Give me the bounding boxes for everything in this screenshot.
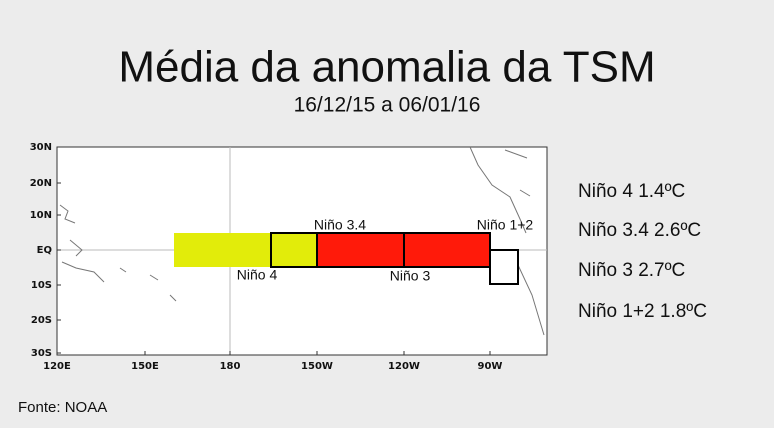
region-label: Niño 3.4	[314, 217, 366, 233]
lat-axis: 30N 20N 10N EQ 10S 20S 30S	[30, 142, 61, 359]
lon-label: 150E	[131, 361, 159, 372]
region-label: Niño 3	[390, 268, 431, 284]
region-label: Niño 1+2	[477, 217, 534, 233]
region-label: Niño 4	[237, 267, 278, 283]
map: Niño 3.4 Niño 1+2 Niño 4 Niño 3 30N 20N 10…	[30, 142, 548, 372]
lon-label: 120W	[388, 361, 420, 372]
lat-label: 10S	[31, 280, 52, 291]
coastline	[59, 146, 545, 336]
lon-label: 120E	[43, 361, 71, 372]
lon-label: 90W	[478, 361, 503, 372]
lat-label: 30S	[31, 348, 52, 359]
lon-label: 150W	[301, 361, 333, 372]
legend-item: Niño 4 1.4ºC	[578, 181, 685, 202]
legend-item: Niño 1+2 1.8ºC	[578, 301, 707, 322]
lat-label: 20S	[31, 315, 52, 326]
lon-axis: 120E 150E 180 150W 120W 90W	[43, 351, 502, 372]
legend: Niño 4 1.4ºC Niño 3.4 2.6ºC Niño 3 2.7ºC Ni…	[578, 181, 707, 322]
subtitle: 16/12/15 a 06/01/16	[294, 94, 481, 117]
lat-label: 20N	[30, 178, 52, 189]
lat-label: EQ	[37, 245, 52, 256]
region-box	[489, 249, 519, 285]
lat-label: 30N	[30, 142, 52, 153]
legend-item: Niño 3.4 2.6ºC	[578, 220, 701, 241]
region-fill	[174, 233, 317, 267]
lon-label: 180	[220, 361, 241, 372]
legend-item: Niño 3 2.7ºC	[578, 260, 685, 281]
lat-label: 10N	[30, 210, 52, 221]
source: Fonte: NOAA	[18, 399, 107, 416]
title: Média da anomalia da TSM	[118, 43, 655, 92]
